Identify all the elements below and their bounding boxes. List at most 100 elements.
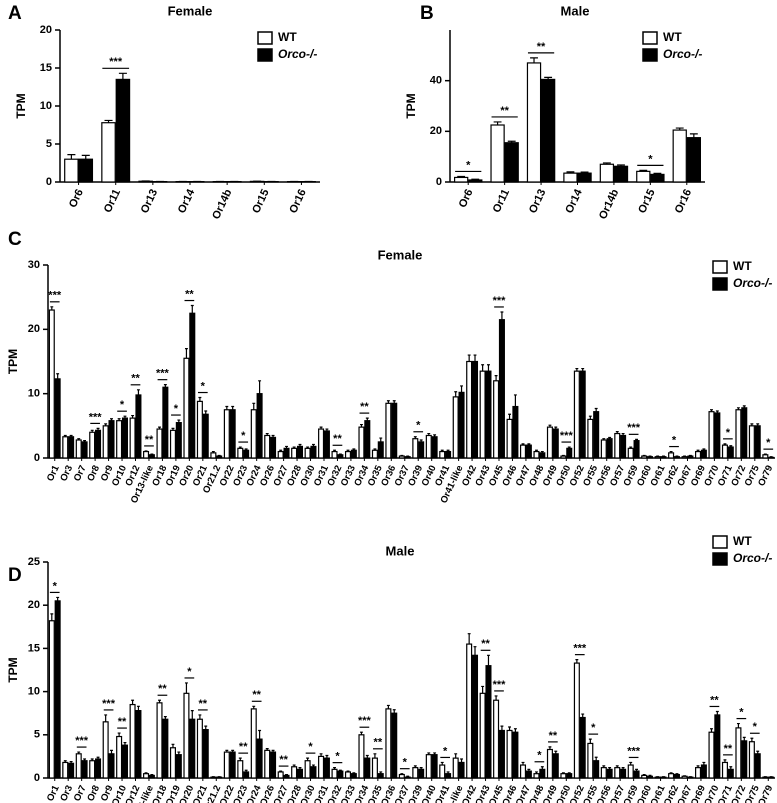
error-bar (527, 768, 531, 772)
error-bar (750, 423, 754, 426)
significance-label: * (241, 430, 246, 442)
error-bar (325, 428, 329, 431)
error-bar (588, 415, 592, 420)
error-bar (675, 773, 679, 775)
error-bar (110, 418, 113, 421)
y-tick-label: 10 (28, 686, 40, 698)
legend-label: Orco-/- (733, 551, 772, 565)
error-bar (575, 367, 579, 372)
error-bar (285, 445, 288, 449)
bar (398, 773, 405, 779)
significance-label: *** (75, 735, 89, 747)
bar (358, 426, 365, 459)
significance-label: *** (493, 295, 507, 307)
bar (695, 767, 702, 779)
bar (223, 409, 230, 459)
error-bar (104, 423, 108, 426)
bar (418, 768, 425, 779)
error-bar (554, 426, 558, 430)
error-bar (487, 364, 490, 372)
bar (318, 428, 325, 459)
significance-label: ** (279, 754, 288, 766)
panel-label: A (8, 3, 22, 24)
error-bar (298, 443, 302, 447)
x-tick-label: Or11 (102, 187, 123, 214)
bar (641, 774, 648, 779)
error-bar (319, 426, 323, 430)
bar (371, 757, 378, 779)
error-bar (252, 402, 256, 410)
bar (672, 129, 687, 183)
bar (620, 768, 627, 779)
error-bar (561, 454, 565, 457)
error-bar (258, 729, 262, 740)
x-tick-label: Or7 (72, 784, 89, 803)
bar (613, 165, 629, 183)
bar (593, 760, 600, 779)
error-bar (338, 453, 342, 455)
error-bar (163, 384, 167, 388)
error-bar (83, 440, 87, 442)
error-bar (736, 407, 740, 410)
bar (614, 432, 621, 459)
bar (331, 768, 338, 779)
bar (169, 429, 176, 459)
error-bar (427, 752, 431, 755)
error-bar (535, 449, 538, 452)
bar (101, 122, 116, 183)
bar (668, 773, 675, 779)
bar (183, 357, 190, 459)
bar (75, 439, 82, 459)
error-bar (467, 633, 471, 645)
y-tick-label: 0 (34, 452, 40, 464)
bar (337, 454, 344, 459)
error-bar (513, 394, 517, 407)
error-bar (440, 449, 444, 452)
error-bar (433, 434, 437, 437)
significance-label: ** (724, 743, 733, 755)
error-bar (454, 753, 458, 759)
bar (471, 654, 479, 779)
x-tick-label: Or3 (58, 464, 75, 483)
error-bar (710, 409, 713, 412)
error-bar (204, 725, 208, 730)
y-tick-label: 5 (34, 729, 40, 741)
error-bar (508, 726, 512, 731)
y-tick-label: 20 (40, 24, 52, 36)
bar (243, 771, 250, 779)
x-tick-label: Or15 (250, 187, 271, 215)
bar (754, 753, 761, 779)
legend-swatch (257, 48, 273, 62)
error-bar (710, 728, 713, 733)
bar (196, 400, 203, 459)
error-bar (527, 443, 531, 446)
error-bar (493, 121, 502, 125)
error-bar (602, 162, 611, 165)
significance-label: *** (627, 745, 641, 757)
error-bar (158, 699, 161, 703)
bar (525, 444, 532, 459)
bar (75, 753, 82, 779)
error-bar (346, 770, 350, 772)
bar (452, 396, 459, 459)
y-axis-label: TPM (404, 93, 418, 118)
bar (485, 665, 492, 779)
error-bar (373, 448, 377, 451)
error-bar (494, 375, 498, 381)
error-bar (567, 446, 571, 449)
bar (546, 748, 553, 779)
bar (627, 447, 634, 459)
y-tick-label: 20 (28, 599, 40, 611)
error-bar (635, 768, 639, 772)
y-tick-label: 15 (40, 62, 52, 74)
error-bar (548, 424, 552, 428)
bar (108, 420, 115, 459)
bar (229, 751, 236, 779)
error-bar (548, 746, 552, 750)
bar (439, 450, 446, 459)
bar (577, 172, 592, 183)
error-bar (540, 450, 544, 453)
error-bar (365, 417, 369, 421)
significance-label: ** (374, 737, 383, 749)
significance-label: *** (358, 715, 372, 727)
